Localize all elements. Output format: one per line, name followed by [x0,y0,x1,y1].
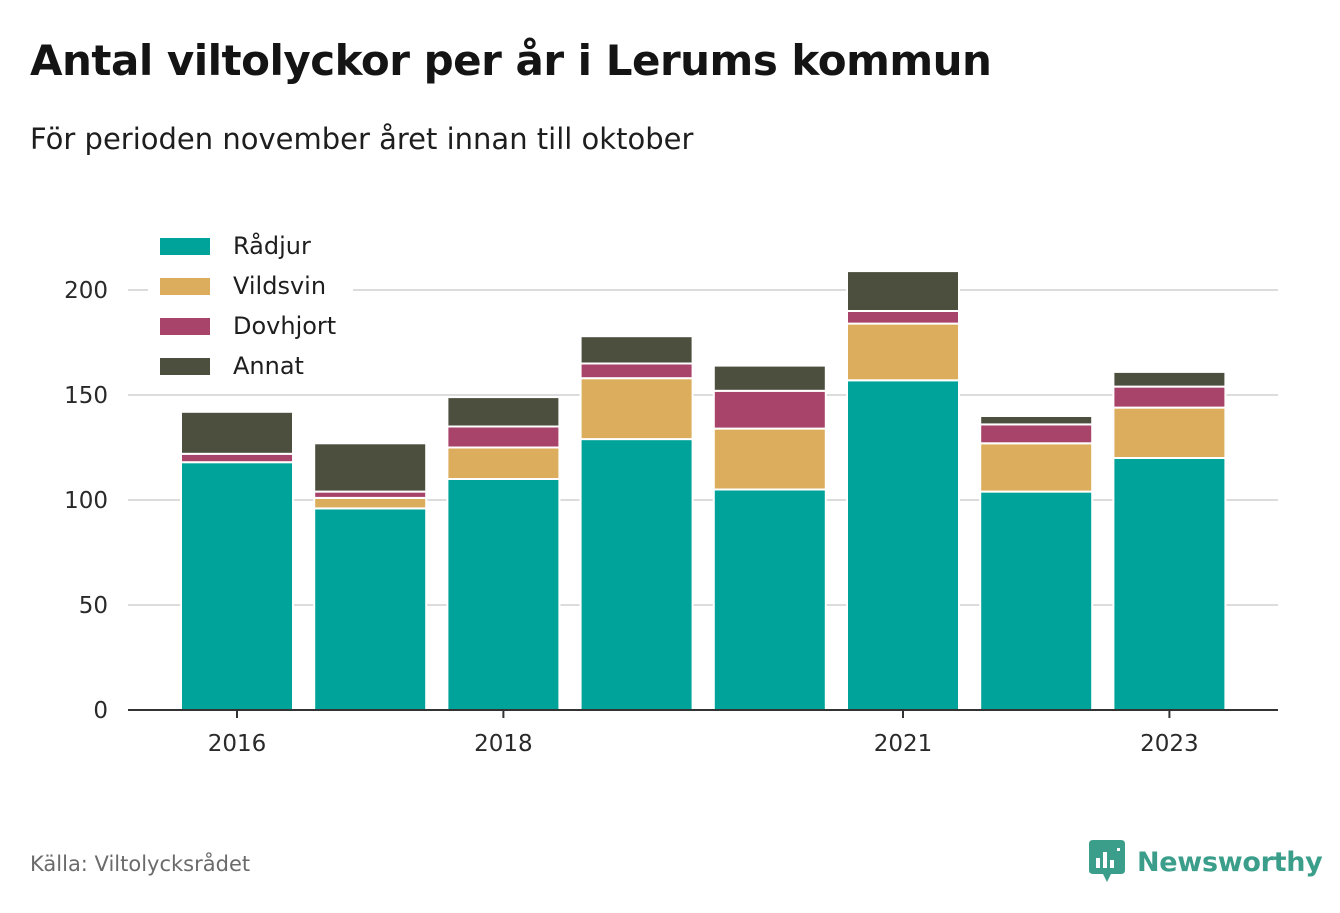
x-tick-label: 2023 [1140,731,1199,757]
legend-label: Vildsvin [233,272,326,300]
bar-segment-vildsvin [979,442,1094,493]
bar-segment-rådjur [446,478,561,711]
legend-swatch [160,318,210,335]
bar-segment-rådjur [712,488,827,711]
y-tick-label: 200 [64,278,108,304]
y-tick-label: 100 [64,488,108,514]
bar-segment-dovhjort [846,310,960,325]
legend: Rådjur Vildsvin Dovhjort Annat [148,226,353,394]
bar-segment-annat [1112,370,1227,388]
brand-logo: Newsworthy [1089,840,1323,884]
legend-swatch [160,358,210,375]
bar-segment-vildsvin [712,427,827,491]
bar-segment-rådjur [1112,457,1227,711]
bar-segment-annat [446,396,561,428]
bar-segment-vildsvin [446,446,561,480]
legend-swatch [160,238,210,255]
bar-segment-annat [180,410,294,455]
bar-segment-rådjur [313,507,428,711]
y-axis-ticks: 0 50 100 150 200 [64,278,108,724]
chart-subtitle: För perioden november året innan till ok… [30,122,694,156]
x-tick-label: 2018 [474,731,533,757]
bar-segment-vildsvin [579,377,694,441]
bar-segment-rådjur [180,461,294,712]
bar-segment-rådjur [579,438,694,711]
source-note: Källa: Viltolycksrådet [30,852,251,876]
bar-segment-dovhjort [979,423,1094,445]
legend-label: Rådjur [233,231,311,260]
bar-segment-dovhjort [579,362,694,380]
x-tick-label: 2016 [208,731,267,757]
brand-name: Newsworthy [1137,846,1323,878]
y-tick-label: 0 [93,698,108,724]
legend-label: Dovhjort [233,312,336,340]
legend-label: Annat [233,352,304,380]
bar-segment-dovhjort [1112,385,1227,409]
bar-segment-dovhjort [712,389,827,430]
bar-segment-dovhjort [180,452,294,464]
bar-segment-vildsvin [313,496,428,510]
bar-segment-annat [846,270,960,313]
bar-segment-vildsvin [846,322,960,382]
bar-segment-rådjur [846,379,960,711]
bars [180,270,1227,712]
bar-segment-dovhjort [446,425,561,449]
bar-segment-annat [979,415,1094,426]
bar-segment-rådjur [979,490,1094,711]
chart-title: Antal viltolyckor per år i Lerums kommun [30,36,992,85]
bar-segment-annat [313,442,428,493]
x-tick-label: 2021 [874,731,933,757]
bar-segment-vildsvin [1112,406,1227,460]
bar-segment-annat [712,364,827,392]
newsworthy-logo-icon [1089,840,1125,882]
x-axis-ticks: 2016 2018 2021 2023 [208,710,1199,757]
y-tick-label: 50 [79,593,108,619]
bar-segment-annat [579,335,694,365]
y-tick-label: 150 [64,383,108,409]
legend-swatch [160,278,210,295]
